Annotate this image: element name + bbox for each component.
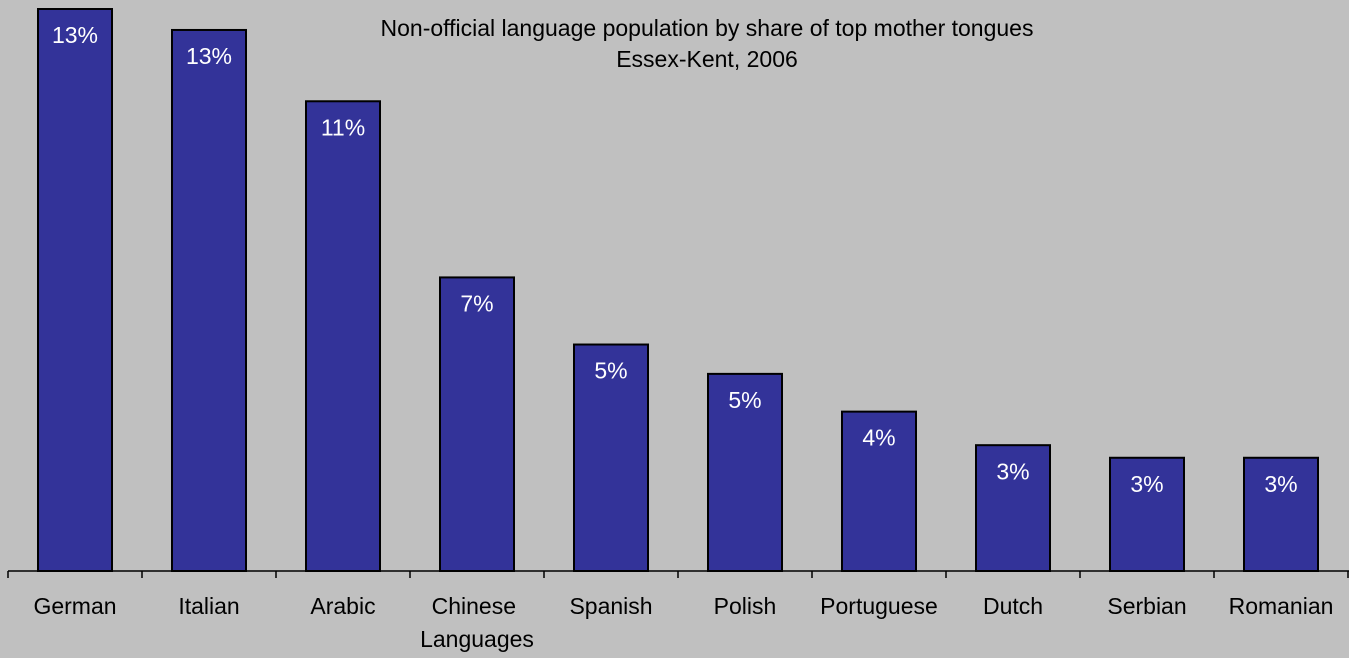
bar (573, 343, 649, 573)
chart-subtitle: Non-official language population by shar… (381, 15, 1034, 41)
bar (37, 8, 113, 572)
data-label: 5% (728, 387, 761, 413)
data-label: 3% (1130, 471, 1163, 497)
x-tick-label: Italian (178, 593, 239, 619)
x-tick-label: Romanian (1229, 593, 1334, 619)
bar (975, 444, 1051, 572)
bar (1243, 456, 1319, 573)
data-label: 13% (186, 43, 232, 69)
bar (171, 28, 247, 572)
x-tick-label: Spanish (569, 593, 652, 619)
data-label: 7% (460, 290, 493, 316)
x-tick-label: German (33, 593, 116, 619)
x-tick-label: Dutch (983, 593, 1043, 619)
bar (707, 372, 783, 572)
data-label: 5% (594, 358, 627, 384)
data-label: 13% (52, 22, 98, 48)
x-tick-label: Polish (714, 593, 777, 619)
bar (841, 410, 917, 572)
data-label: 4% (862, 425, 895, 451)
chart-subtitle: Essex-Kent, 2006 (616, 46, 798, 72)
x-tick-label: Portuguese (820, 593, 938, 619)
data-label: 11% (321, 114, 365, 140)
data-label: 3% (1264, 471, 1297, 497)
x-tick-label: Arabic (310, 593, 375, 619)
data-label: 3% (996, 458, 1029, 484)
x-tick-label: Serbian (1107, 593, 1186, 619)
bar (305, 100, 381, 573)
bar (439, 276, 515, 572)
x-tick-label: Chinese Languages (420, 593, 534, 652)
